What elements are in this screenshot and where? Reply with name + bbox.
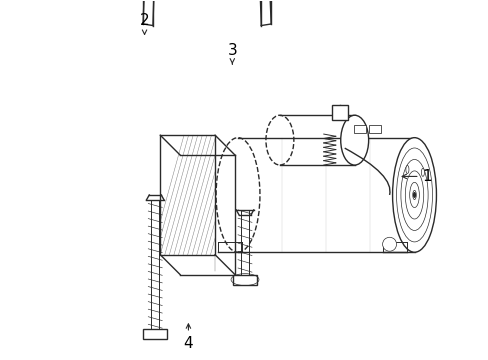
Ellipse shape bbox=[340, 115, 368, 165]
Bar bbox=[143, 329, 167, 339]
Ellipse shape bbox=[413, 193, 414, 197]
Polygon shape bbox=[160, 135, 215, 255]
Ellipse shape bbox=[382, 237, 396, 251]
Ellipse shape bbox=[216, 138, 260, 252]
Ellipse shape bbox=[392, 138, 436, 252]
Ellipse shape bbox=[421, 168, 424, 176]
Text: 2: 2 bbox=[140, 13, 149, 34]
Bar bbox=[368, 125, 380, 133]
Bar bbox=[353, 125, 365, 133]
Bar bbox=[233, 275, 256, 285]
Ellipse shape bbox=[405, 166, 408, 174]
Bar bbox=[331, 105, 347, 120]
Ellipse shape bbox=[265, 115, 293, 165]
Text: 1: 1 bbox=[401, 169, 431, 184]
Text: 3: 3 bbox=[227, 44, 237, 64]
Text: 4: 4 bbox=[183, 324, 193, 351]
